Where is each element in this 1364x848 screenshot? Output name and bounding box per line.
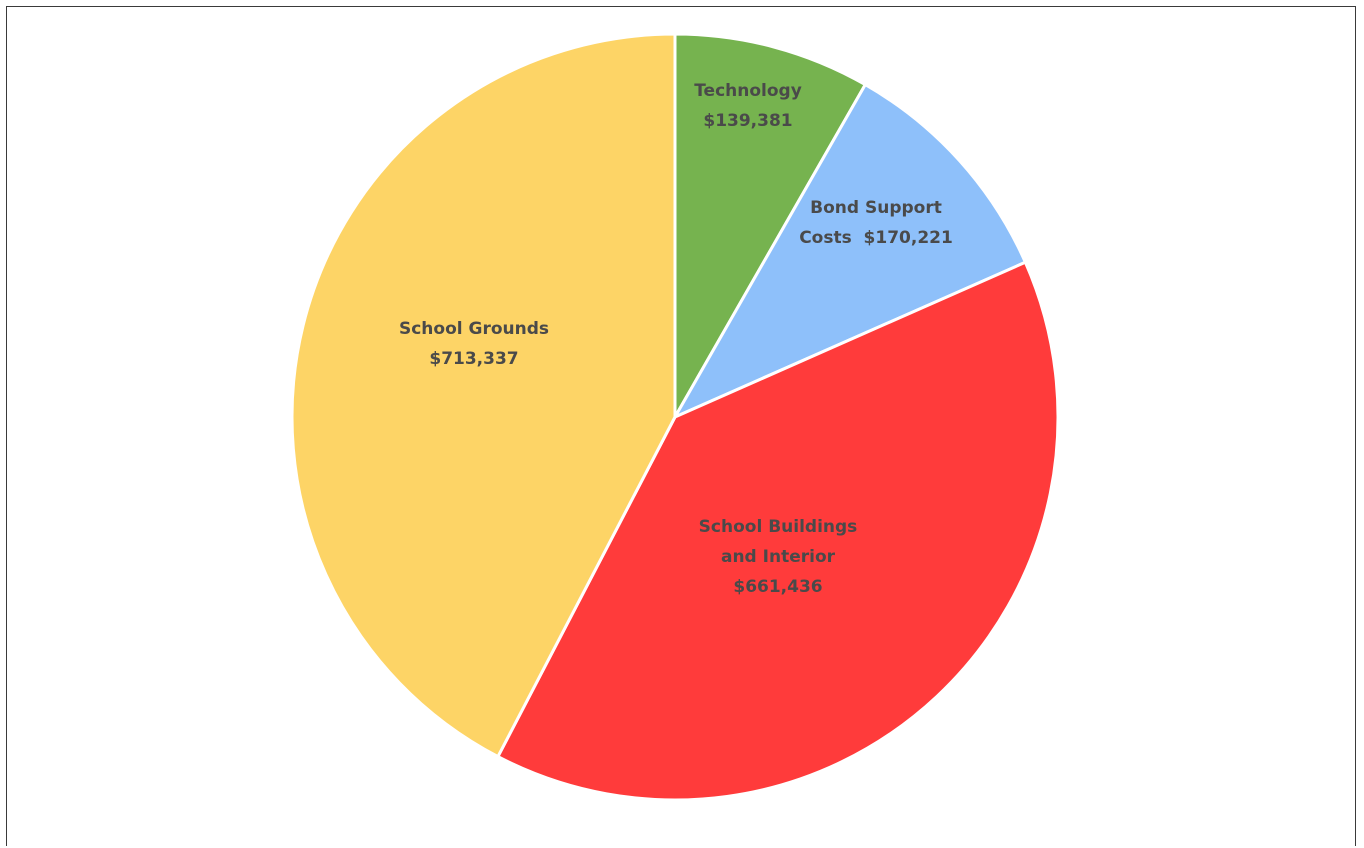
slice-label-line: School Grounds	[399, 319, 549, 339]
pie-slice-technology	[673, 32, 867, 419]
slice-label-line: School Buildings	[699, 517, 858, 537]
slice-label-line: Costs $170,221	[799, 228, 953, 248]
slice-label-line: $661,436	[733, 577, 822, 597]
pie-slices	[290, 32, 1060, 802]
slice-label-line: $139,381	[703, 111, 792, 131]
pie-slice-school-buildings-and-interior	[496, 260, 1060, 802]
slice-label-school-grounds: School Grounds $713,337	[399, 319, 549, 369]
slice-label-line: Bond Support	[810, 198, 942, 218]
slice-label-bond-support-costs: Bond Support Costs $170,221	[799, 198, 953, 248]
slice-label-line: Technology	[694, 81, 802, 101]
pie-labels: Technology $139,381 Bond Support Costs $170…	[399, 81, 953, 597]
slice-label-line: $713,337	[429, 349, 518, 369]
pie-slice-school-grounds	[290, 32, 677, 759]
slice-label-school-buildings-and-interior: School Buildings and Interior $661,436	[699, 517, 858, 597]
pie-slice-bond-support-costs	[673, 83, 1027, 419]
slice-label-line: and Interior	[721, 547, 836, 567]
slice-label-technology: Technology $139,381	[694, 81, 802, 131]
